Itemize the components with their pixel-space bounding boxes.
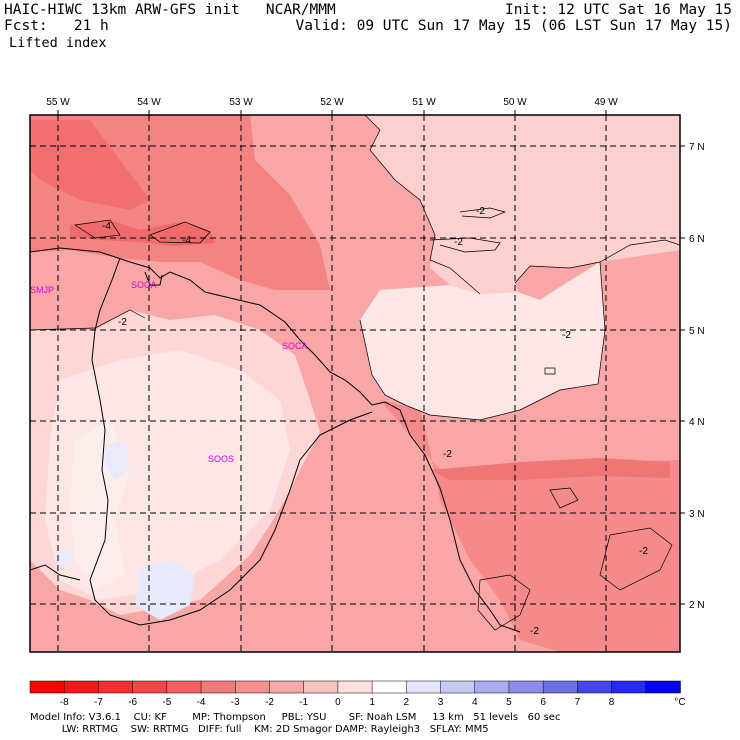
- lat-label: 7 N: [689, 142, 705, 153]
- lat-label: 6 N: [689, 234, 705, 245]
- contour-label: -4: [102, 221, 111, 232]
- shaded-field: [30, 115, 680, 652]
- station-label: SOOS: [208, 454, 234, 464]
- contour-label: -2: [476, 206, 485, 217]
- lat-label: 4 N: [689, 417, 705, 428]
- lon-label: 49 W: [594, 97, 618, 108]
- model-info-line-1: Model Info: V3.6.1 CU: KF MP: Thompson P…: [30, 712, 561, 723]
- init-time: Init: 12 UTC Sat 16 May 15: [505, 2, 732, 18]
- borders: [30, 257, 373, 626]
- map-frame: [29, 114, 681, 653]
- lon-label: 53 W: [229, 97, 253, 108]
- contour-label: -2: [118, 317, 127, 328]
- lat-label: 5 N: [689, 326, 705, 337]
- contour-label: -2: [530, 626, 539, 637]
- model-title: HAIC-HIWC 13km ARW-GFS init NCAR/MMM: [4, 2, 336, 18]
- valid-time: Valid: 09 UTC Sun 17 May 15 (06 LST Sun …: [295, 18, 733, 34]
- contour-label: -2: [562, 330, 571, 341]
- lon-label: 50 W: [503, 97, 527, 108]
- field-name: Lifted index: [9, 35, 107, 51]
- contour-label: -4: [182, 235, 191, 246]
- contours: [30, 115, 680, 631]
- lon-label: 51 W: [412, 97, 436, 108]
- contour-label: -2: [443, 449, 452, 460]
- ticks: [57, 110, 685, 605]
- station-label: SMJP: [30, 285, 54, 295]
- model-info-line-2: LW: RRTMG SW: RRTMG DIFF: full KM: 2D Sm…: [30, 724, 489, 735]
- lon-label: 54 W: [137, 97, 161, 108]
- contour-label: -2: [639, 546, 648, 557]
- lat-label: 2 N: [689, 600, 705, 611]
- station-label: SOCA: [131, 280, 157, 290]
- forecast-hour: Fcst: 21 h: [4, 18, 109, 34]
- lat-label: 3 N: [689, 509, 705, 520]
- lon-label: 55 W: [46, 97, 70, 108]
- map-panel: 55 W 54 W 53 W 52 W 51 W 50 W 49 W 7 N 6…: [29, 97, 705, 653]
- coastline: [30, 247, 521, 633]
- contour-label: -2: [454, 237, 463, 248]
- lon-label: 52 W: [320, 97, 344, 108]
- graticule: [30, 115, 680, 652]
- station-label: SOCA: [282, 341, 308, 351]
